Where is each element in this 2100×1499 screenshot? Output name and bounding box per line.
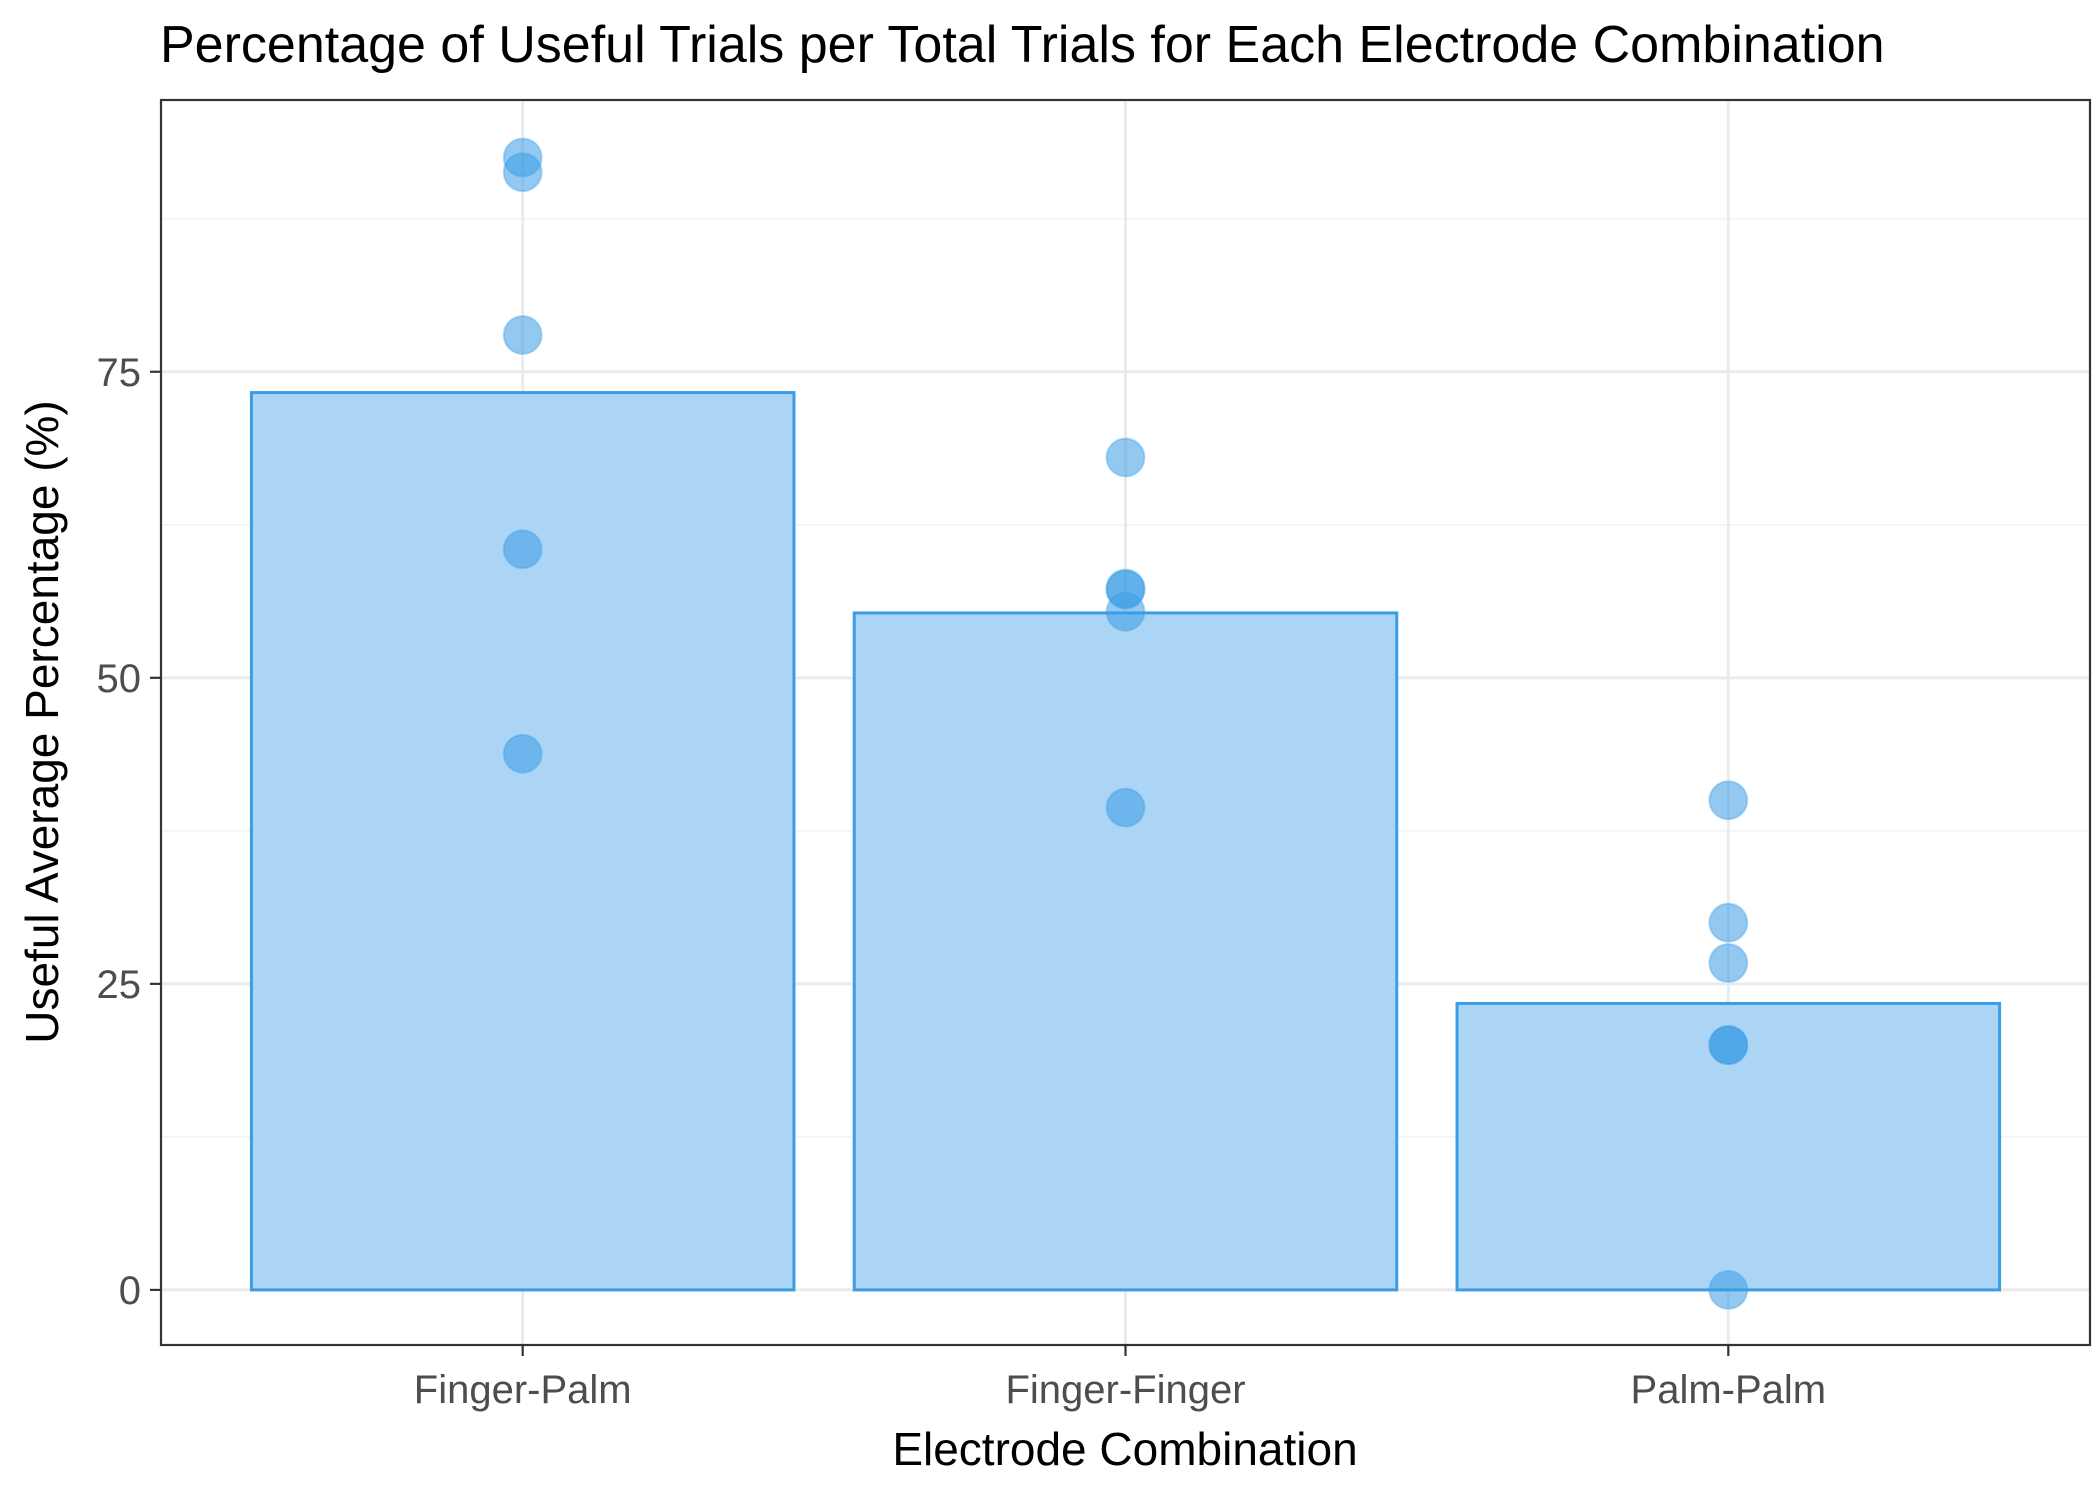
y-tick-label: 0 (119, 1269, 141, 1313)
x-tick-label: Finger-Finger (1005, 1368, 1245, 1412)
data-point (502, 152, 543, 193)
bar-finger-palm (249, 391, 796, 1292)
x-axis-title: Electrode Combination (892, 1423, 1357, 1475)
bar-layer (249, 391, 2002, 1292)
data-point (502, 315, 543, 356)
x-tick-label: Finger-Palm (414, 1368, 632, 1412)
chart-title: Percentage of Useful Trials per Total Tr… (160, 16, 1885, 74)
bar-finger-finger (852, 611, 1399, 1292)
data-point (1708, 1025, 1749, 1066)
data-point (1708, 1269, 1749, 1310)
data-point (1708, 780, 1749, 821)
y-tick-label: 25 (97, 963, 142, 1007)
point-layer (502, 137, 1749, 1310)
data-point (1105, 787, 1146, 828)
data-point (502, 733, 543, 774)
y-tick-label: 50 (97, 657, 142, 701)
axis-layer: 0 25 50 75 Finger-Palm Finger-Finger Palm-Palm (97, 351, 1827, 1412)
y-axis-title: Useful Average Percentage (%) (16, 400, 68, 1044)
data-point (1105, 591, 1146, 632)
data-point (1708, 902, 1749, 943)
data-point (1708, 943, 1749, 984)
data-point (1105, 437, 1146, 478)
x-tick-label: Palm-Palm (1631, 1368, 1827, 1412)
data-point (502, 529, 543, 570)
y-tick-label: 75 (97, 351, 142, 395)
